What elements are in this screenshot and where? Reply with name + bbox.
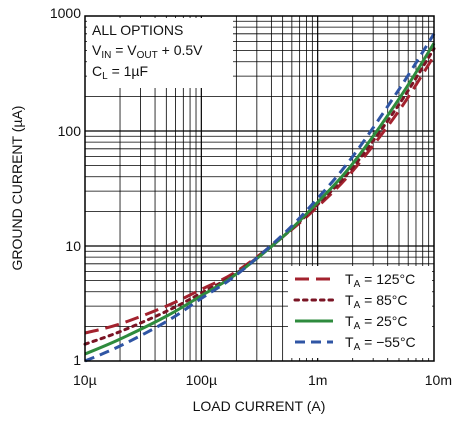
legend-label-3: TA = −55°C	[345, 334, 416, 353]
y-tick-label: 10	[65, 238, 81, 254]
conditions-annotation: ALL OPTIONS VIN = VOUT + 0.5V CL = 1µF	[87, 18, 233, 88]
legend-label-2: TA = 25°C	[345, 313, 407, 332]
annotation-background	[87, 18, 233, 88]
annotation-line-1: ALL OPTIONS	[92, 22, 183, 38]
y-tick-label: 100	[58, 123, 82, 139]
legend-label-1: TA = 85°C	[345, 292, 407, 311]
x-tick-label: 10m	[425, 372, 452, 388]
x-tick-label: 1m	[308, 372, 327, 388]
x-tick-label: 100µ	[186, 372, 217, 388]
x-tick-label: 10µ	[73, 372, 97, 388]
x-axis-title: LOAD CURRENT (A)	[193, 398, 326, 414]
y-tick-label: 1000	[50, 5, 81, 21]
legend: TA = 125°C TA = 85°C TA = 25°C TA = −55°C	[288, 266, 432, 358]
plot-frame	[84, 15, 435, 362]
series-lines	[83, 33, 436, 363]
annotation-line-3: CL = 1µF	[92, 63, 148, 82]
annotation-line-2: VIN = VOUT + 0.5V	[92, 42, 203, 61]
y-tick-label: 1	[73, 352, 81, 368]
tick-labels: 10µ 100µ 1m 10m 1 10 100 1000	[50, 5, 452, 388]
legend-label-0: TA = 125°C	[345, 271, 415, 290]
y-axis-title: GROUND CURRENT (µA)	[9, 106, 25, 271]
series-line-3	[84, 33, 436, 363]
